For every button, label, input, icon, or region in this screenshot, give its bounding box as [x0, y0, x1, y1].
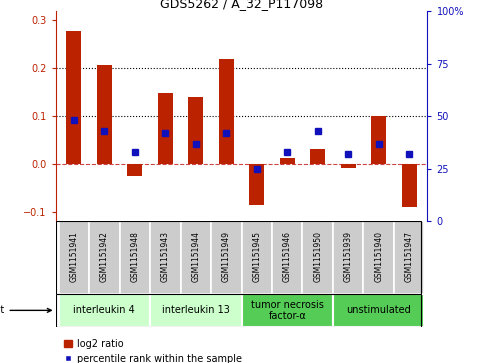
Text: GSM1151950: GSM1151950 — [313, 231, 322, 282]
Text: GSM1151941: GSM1151941 — [70, 231, 78, 282]
Bar — [249, 164, 264, 205]
Legend: log2 ratio, percentile rank within the sample: log2 ratio, percentile rank within the s… — [60, 335, 246, 363]
Bar — [333, 294, 425, 327]
Text: GSM1151940: GSM1151940 — [374, 231, 383, 282]
Bar — [157, 93, 173, 164]
Bar — [89, 221, 120, 294]
Title: GDS5262 / A_32_P117098: GDS5262 / A_32_P117098 — [160, 0, 323, 10]
Text: GSM1151949: GSM1151949 — [222, 231, 231, 282]
Bar — [272, 221, 302, 294]
Bar — [66, 31, 82, 164]
Text: GSM1151947: GSM1151947 — [405, 231, 413, 282]
Bar — [58, 221, 89, 294]
Bar — [302, 221, 333, 294]
Bar — [280, 158, 295, 164]
Text: GSM1151944: GSM1151944 — [191, 231, 200, 282]
Text: agent: agent — [0, 305, 51, 315]
Bar — [394, 221, 425, 294]
Bar — [333, 221, 363, 294]
Bar — [242, 294, 333, 327]
Bar — [127, 164, 142, 176]
Bar — [120, 221, 150, 294]
Bar — [363, 221, 394, 294]
Text: GSM1151945: GSM1151945 — [252, 231, 261, 282]
Text: GSM1151948: GSM1151948 — [130, 231, 139, 282]
Text: interleukin 4: interleukin 4 — [73, 305, 135, 315]
Text: unstimulated: unstimulated — [346, 305, 411, 315]
Bar — [181, 221, 211, 294]
Bar — [341, 164, 356, 168]
Bar — [188, 97, 203, 164]
Bar — [97, 65, 112, 164]
Text: GSM1151946: GSM1151946 — [283, 231, 292, 282]
Bar — [401, 164, 417, 207]
Text: GSM1151943: GSM1151943 — [161, 231, 170, 282]
Bar — [310, 149, 326, 164]
Text: interleukin 13: interleukin 13 — [162, 305, 230, 315]
Bar — [242, 221, 272, 294]
Bar — [150, 294, 242, 327]
Bar — [219, 59, 234, 164]
Bar — [150, 221, 181, 294]
Bar — [371, 116, 386, 164]
Bar — [211, 221, 242, 294]
Text: GSM1151939: GSM1151939 — [344, 231, 353, 282]
Text: tumor necrosis
factor-α: tumor necrosis factor-α — [251, 299, 324, 321]
Text: GSM1151942: GSM1151942 — [100, 231, 109, 282]
Bar — [58, 294, 150, 327]
